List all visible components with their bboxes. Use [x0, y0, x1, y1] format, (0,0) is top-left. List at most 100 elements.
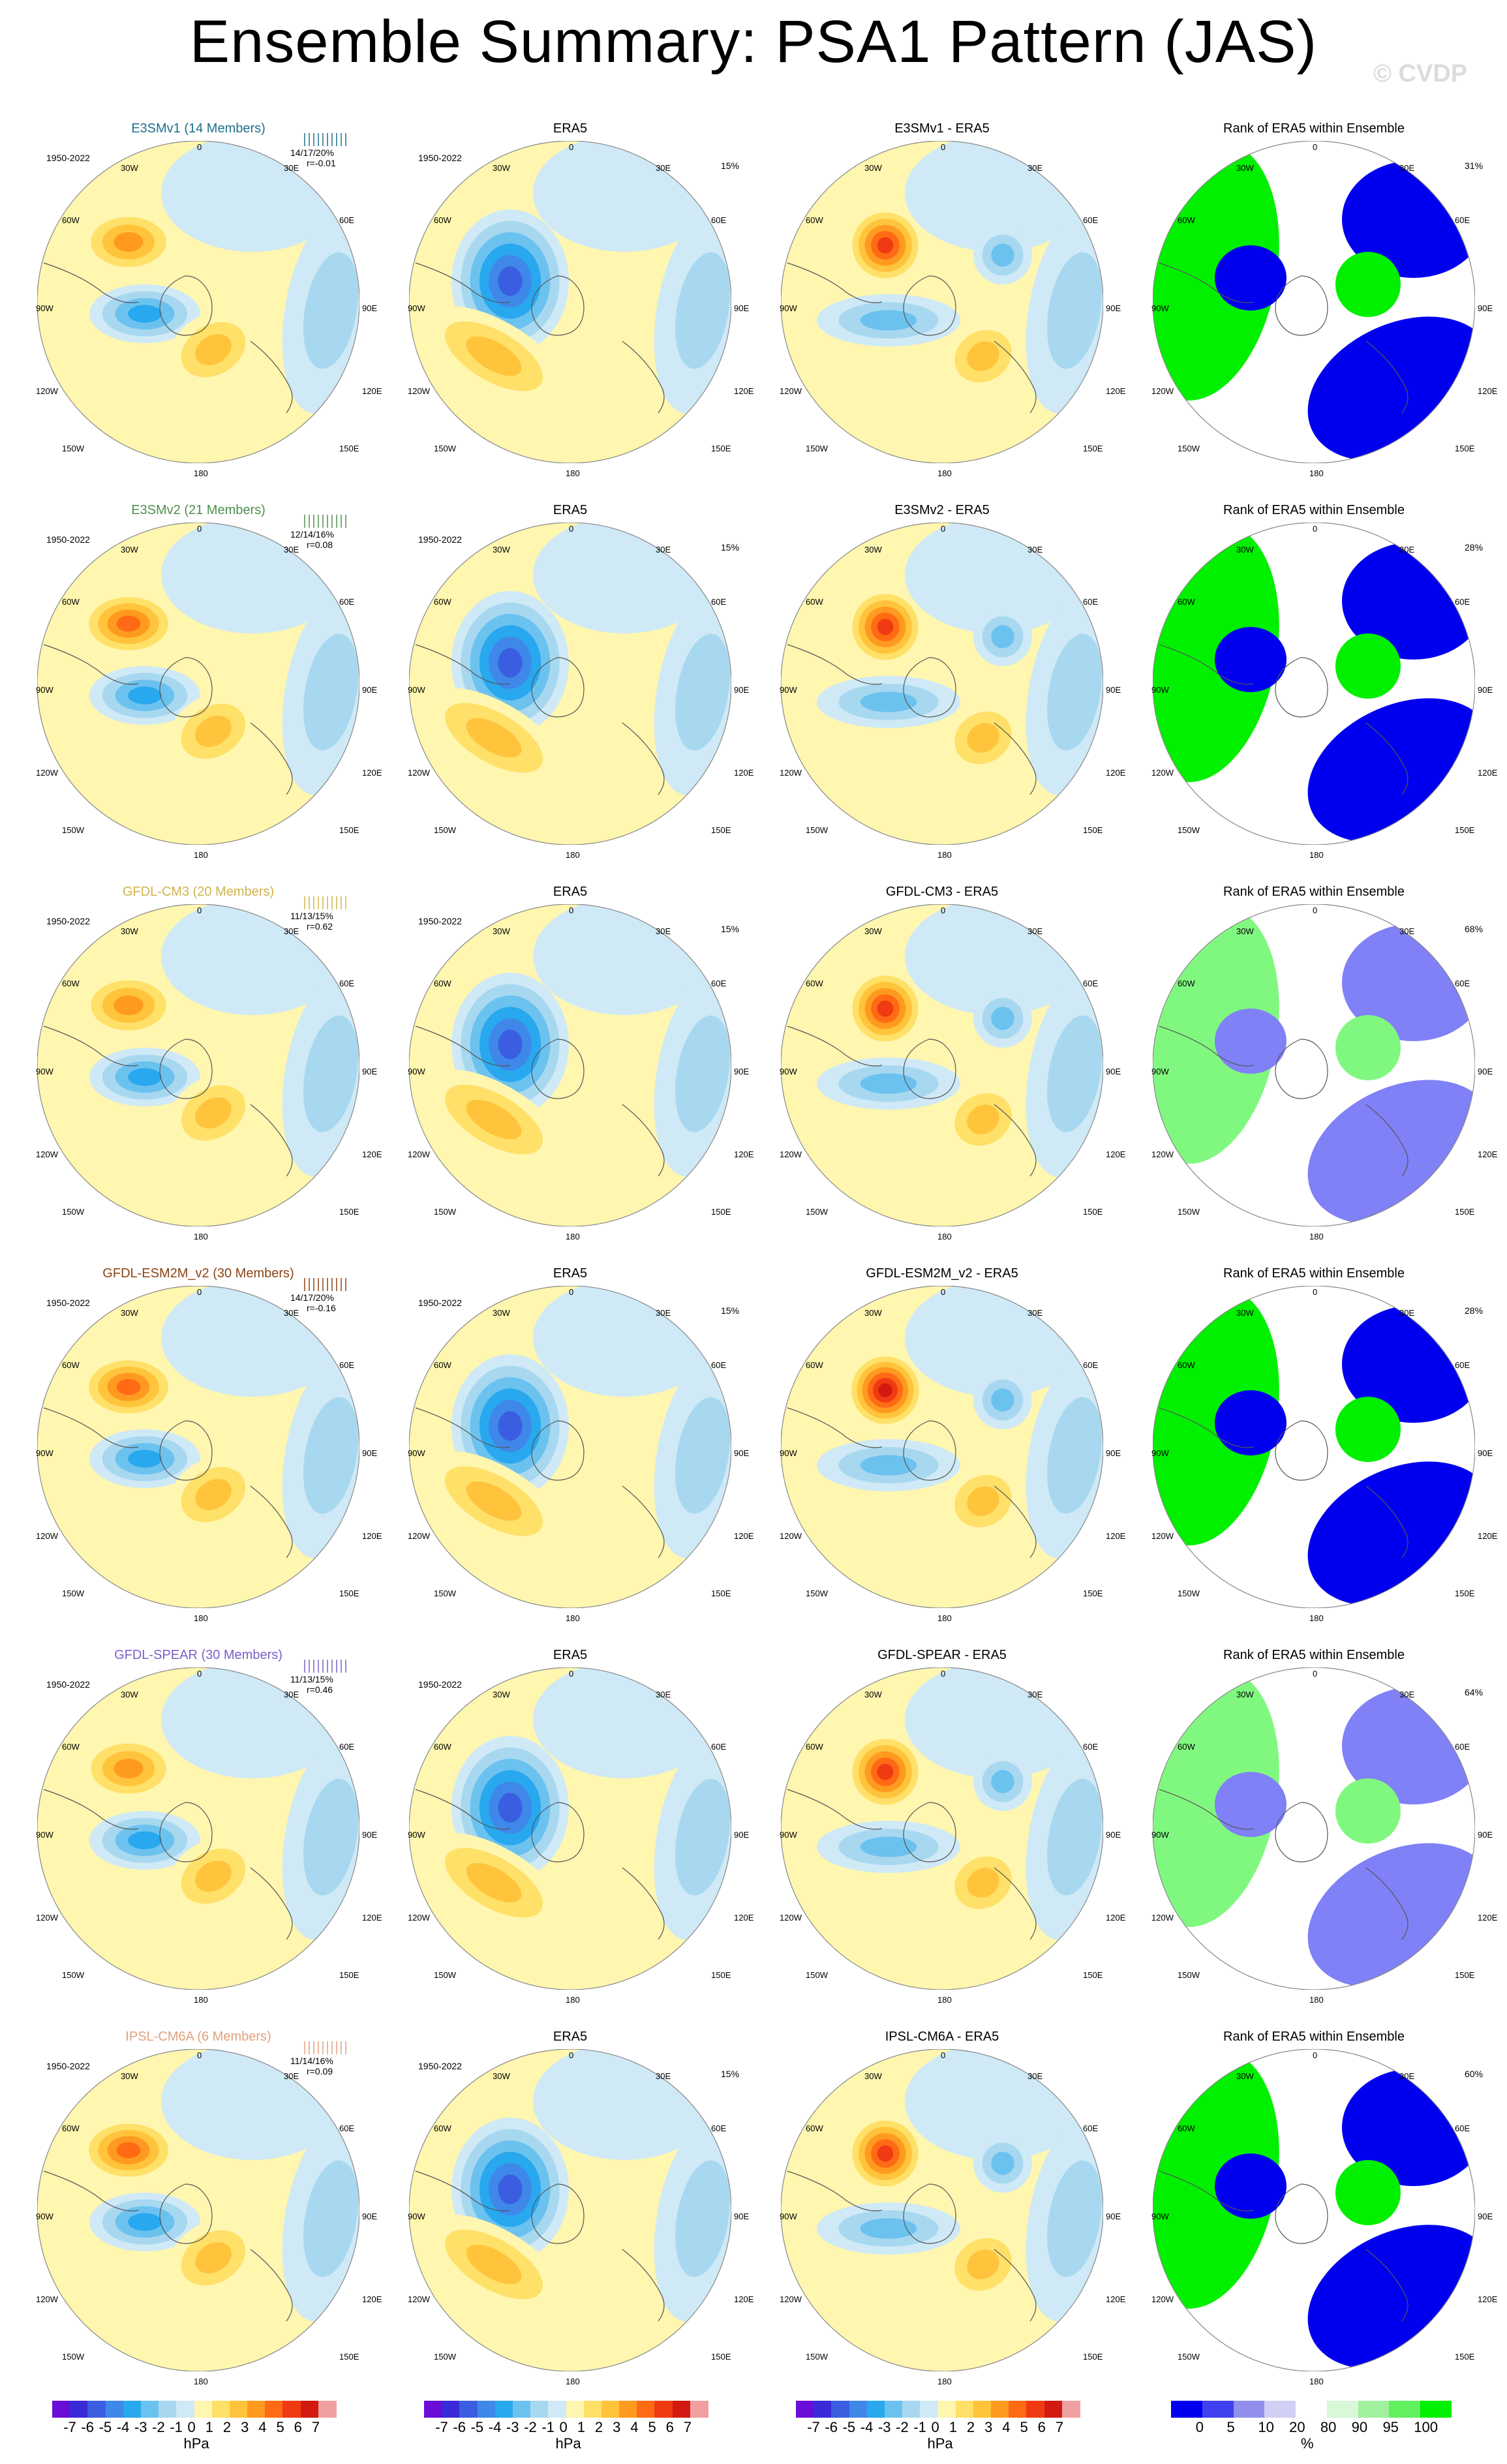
colorbar-tick-label: 0: [1195, 2419, 1204, 2435]
lon-label-t120w: 120W: [1151, 1531, 1174, 1541]
lon-label-t90w: 90W: [36, 685, 53, 695]
polar-map-diff: [781, 141, 1103, 463]
rank-blue-center: [1215, 627, 1286, 692]
diff-high-southeast: [942, 1845, 1024, 1921]
lon-label-t120w: 120W: [408, 1149, 430, 1159]
colorbar-swatch: [920, 2401, 938, 2418]
colorbar-tick-label: -5: [470, 2419, 484, 2435]
colorbar-swatch: [1026, 2401, 1045, 2418]
watermark: © CVDP: [1373, 60, 1468, 87]
colorbar-swatch: [866, 2401, 885, 2418]
lon-label-t60w: 60W: [434, 597, 451, 607]
polar-map-diff: [781, 2049, 1103, 2371]
lon-label-t120w: 120W: [1151, 2294, 1174, 2304]
panel-model-row-6: IPSL-CM6A (6 Members) 1950-2022 11/14/16% r…: [10, 2026, 387, 2401]
lon-label-t30e: 30E: [1399, 2071, 1415, 2081]
lon-label-t60w: 60W: [434, 1742, 451, 1752]
colorbar-tick-label: 3: [241, 2419, 249, 2435]
colorbar-tick-label: 5: [276, 2419, 284, 2435]
lon-label-t30e: 30E: [1028, 1690, 1043, 1699]
lon-label-t120w: 120W: [408, 2294, 430, 2304]
lon-label-t150e: 150E: [1083, 825, 1103, 835]
lon-label-t150e: 150E: [711, 1589, 731, 1598]
lon-label-t60e: 60E: [711, 979, 727, 988]
colorbar-tick-label: -4: [488, 2419, 502, 2435]
lon-label-t150e: 150E: [339, 2352, 359, 2362]
lon-label-t30e: 30E: [284, 926, 299, 936]
period-label: 1950-2022: [418, 2061, 462, 2071]
colorbar-swatch: [1009, 2401, 1027, 2418]
lon-label-t30w: 30W: [1236, 545, 1254, 555]
lon-label-t60w: 60W: [62, 1360, 80, 1370]
lon-label-t150e: 150E: [1455, 825, 1475, 835]
colorbar-swatch: [796, 2401, 814, 2418]
colorbar-swatch: [282, 2401, 301, 2418]
rank-percent: 68%: [1465, 924, 1484, 934]
diff-high-southeast: [942, 318, 1024, 394]
lon-label-t150e: 150E: [339, 1207, 359, 1217]
lon-label-t60w: 60W: [62, 979, 80, 988]
rank-percent: 28%: [1465, 1305, 1484, 1316]
lon-label-t30w: 30W: [493, 163, 510, 173]
lon-label-bottom: 180: [566, 850, 580, 860]
lon-label-t120w: 120W: [36, 1149, 58, 1159]
colorbar-tick-label: 7: [683, 2419, 692, 2435]
diff-high-southeast: [942, 2227, 1024, 2302]
lon-label-t30w: 30W: [1236, 2071, 1254, 2081]
colorbar-swatch: [937, 2401, 956, 2418]
colorbar-swatch: [1264, 2401, 1296, 2418]
lon-label-t90e: 90E: [1478, 685, 1493, 695]
panel-rank-row-1: Rank of ERA5 within Ensemble 31% 0 30W 30E 60…: [1125, 117, 1502, 493]
colorbar-swatch: [902, 2401, 921, 2418]
lon-label-t30e: 30E: [1399, 1308, 1415, 1318]
colorbar-tick-label: 0: [187, 2419, 196, 2435]
lon-label-t120e: 120E: [734, 386, 754, 396]
lon-label-t120w: 120W: [36, 386, 58, 396]
member-tick-marks: [304, 1660, 346, 1673]
lon-label-t120e: 120E: [1106, 768, 1126, 778]
lon-label-t150w: 150W: [434, 1589, 456, 1598]
colorbar-tick-label: 95: [1382, 2419, 1399, 2435]
lon-label-t120w: 120W: [780, 2294, 802, 2304]
lon-label-t60w: 60W: [806, 1360, 823, 1370]
coastline: [787, 262, 1076, 440]
era5-high-south: [423, 1069, 564, 1170]
lon-label-t120w: 120W: [408, 386, 430, 396]
colorbar-tick-label: 4: [630, 2419, 639, 2435]
diff-low-south: [817, 1057, 960, 1110]
lon-label-top: 0: [1313, 905, 1318, 915]
panel-title: IPSL-CM6A (6 Members): [125, 2030, 271, 2044]
polar-map-rank: [1153, 1286, 1475, 1608]
period-label: 1950-2022: [46, 1298, 90, 1308]
rank-percent: 64%: [1465, 1687, 1484, 1697]
polar-map-era5: [409, 2049, 731, 2371]
lon-label-t150e: 150E: [1455, 2352, 1475, 2362]
diff-high-southeast: [942, 700, 1024, 776]
polar-map-diff: [781, 904, 1103, 1226]
era5-low-center: [451, 2118, 569, 2261]
lon-label-bottom: 180: [1309, 1995, 1324, 2005]
lon-label-t120e: 120E: [362, 1531, 382, 1541]
colorbar-tick-label: 5: [648, 2419, 656, 2435]
diff-high-center: [846, 969, 924, 1048]
lon-label-t30w: 30W: [864, 1308, 882, 1318]
lon-label-t90e: 90E: [1106, 303, 1121, 313]
lon-label-t150w: 150W: [62, 1589, 84, 1598]
lon-label-t90w: 90W: [780, 1067, 797, 1076]
period-label: 1950-2022: [418, 153, 462, 163]
lon-label-t60e: 60E: [1083, 2123, 1099, 2133]
period-label: 1950-2022: [418, 1298, 462, 1308]
panel-title: IPSL-CM6A - ERA5: [885, 2030, 999, 2044]
pattern-correlation: r=0.62: [307, 921, 333, 932]
colorbar-tick-label: -4: [116, 2419, 130, 2435]
lon-label-t30w: 30W: [864, 545, 882, 555]
colorbar-tick-label: 10: [1258, 2419, 1274, 2435]
panel-era5-row-4: ERA5 1950-2022 15% 0 30W 30E 60W 60E 90W 90E 120W 1…: [382, 1262, 759, 1637]
lon-label-top: 0: [197, 2050, 202, 2060]
colorbar-swatch: [300, 2401, 319, 2418]
lon-label-t90w: 90W: [780, 685, 797, 695]
lon-label-t120e: 120E: [362, 768, 382, 778]
panel-era5-row-3: ERA5 1950-2022 15% 0 30W 30E 60W 60E 90W 90E 120W 1…: [382, 881, 759, 1256]
lon-label-t60e: 60E: [339, 597, 355, 607]
variance-explained: 15%: [721, 924, 740, 934]
